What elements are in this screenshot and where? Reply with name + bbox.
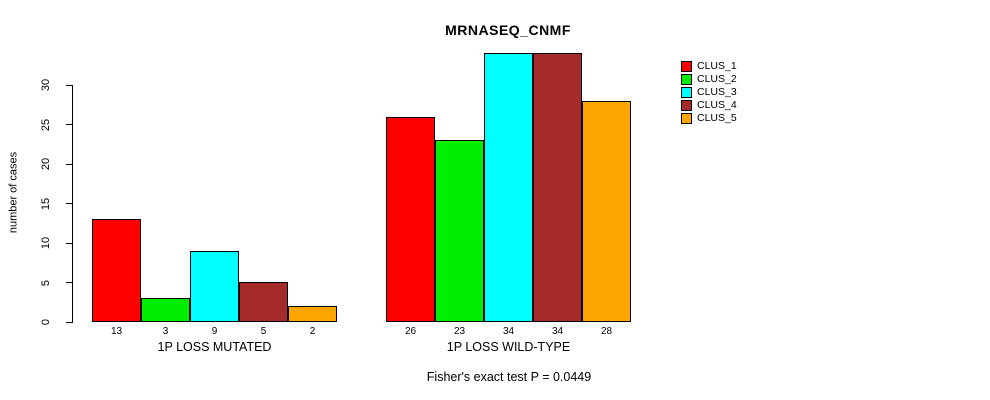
legend-label: CLUS_3 xyxy=(697,86,737,98)
legend-row-clus_4: CLUS_4 xyxy=(681,99,737,112)
group-label: 1P LOSS MUTATED xyxy=(157,340,272,354)
legend-label: CLUS_4 xyxy=(697,99,737,111)
y-axis-tick xyxy=(66,321,73,323)
group-label: 1P LOSS WILD-TYPE xyxy=(446,340,571,354)
y-axis-tick-label: 10 xyxy=(40,236,52,250)
chart-title: MRNASEQ_CNMF xyxy=(445,22,571,38)
legend-row-clus_3: CLUS_3 xyxy=(681,86,737,99)
bar-value-label: 34 xyxy=(551,326,564,337)
bar-value-label: 23 xyxy=(453,326,466,337)
bar-value-label: 34 xyxy=(502,326,515,337)
legend-row-clus_5: CLUS_5 xyxy=(681,112,737,125)
y-axis-title: number of cases xyxy=(7,151,20,234)
bar-clus_2 xyxy=(141,298,190,322)
bar-clus_4 xyxy=(239,282,288,322)
legend: CLUS_1 CLUS_2 CLUS_3 CLUS_4 CLUS_5 xyxy=(681,60,737,125)
bar-value-label: 2 xyxy=(309,326,316,337)
y-axis-tick-label: 15 xyxy=(40,197,52,210)
y-axis-tick xyxy=(66,84,73,86)
legend-swatch-icon xyxy=(681,74,692,85)
legend-row-clus_1: CLUS_1 xyxy=(681,60,737,73)
bar-clus_1 xyxy=(386,117,435,322)
bar-clus_3 xyxy=(190,251,239,322)
bar-clus_5 xyxy=(288,306,337,322)
bar-value-label: 28 xyxy=(600,326,613,337)
legend-swatch-icon xyxy=(681,100,692,111)
y-axis-tick-label: 5 xyxy=(40,279,52,286)
legend-label: CLUS_2 xyxy=(697,73,737,85)
y-axis-tick-label: 20 xyxy=(40,157,52,171)
legend-swatch-icon xyxy=(681,113,692,124)
bar-clus_2 xyxy=(435,140,484,322)
bar-clus_5 xyxy=(582,101,631,322)
bar-clus_1 xyxy=(92,219,141,322)
y-axis-tick xyxy=(66,282,73,283)
legend-label: CLUS_5 xyxy=(697,112,737,124)
y-axis-tick xyxy=(66,124,73,125)
y-axis-tick-label: 30 xyxy=(40,78,52,92)
y-axis-tick-label: 0 xyxy=(40,318,52,326)
bar-value-label: 3 xyxy=(162,326,169,337)
y-axis-tick xyxy=(66,163,73,165)
y-axis-tick xyxy=(66,203,73,204)
y-axis-tick-label: 25 xyxy=(40,118,52,131)
bar-value-label: 5 xyxy=(260,326,267,337)
legend-label: CLUS_1 xyxy=(697,60,737,72)
legend-row-clus_2: CLUS_2 xyxy=(681,73,737,86)
bar-value-label: 13 xyxy=(110,326,123,337)
bar-value-label: 26 xyxy=(404,326,417,337)
legend-swatch-icon xyxy=(681,87,692,98)
bar-clus_3 xyxy=(484,53,533,322)
y-axis-tick xyxy=(66,242,73,244)
bar-value-label: 9 xyxy=(211,326,218,337)
legend-swatch-icon xyxy=(681,61,692,72)
caption-text: Fisher's exact test P = 0.0449 xyxy=(426,370,592,384)
bar-clus_4 xyxy=(533,53,582,322)
y-axis-line xyxy=(72,85,73,323)
